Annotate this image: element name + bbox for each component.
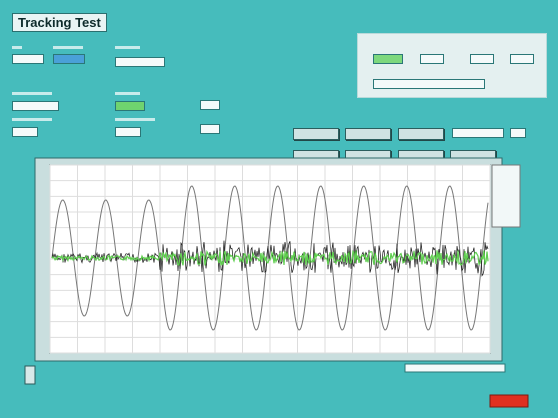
indicator — [373, 54, 403, 64]
legend — [491, 164, 521, 228]
numeric — [420, 54, 444, 64]
stop-button[interactable] — [489, 394, 529, 408]
window-title: Tracking Test — [12, 13, 107, 32]
label — [12, 92, 52, 95]
label — [115, 46, 140, 49]
trace — [51, 185, 489, 331]
trace — [51, 249, 489, 266]
graph-tool[interactable] — [24, 365, 36, 385]
label — [53, 46, 83, 49]
scrollbar[interactable] — [404, 363, 506, 373]
numeric[interactable] — [200, 124, 220, 134]
text-input[interactable] — [115, 57, 165, 67]
button[interactable] — [398, 128, 444, 140]
numeric[interactable] — [200, 100, 220, 110]
dropdown[interactable] — [452, 128, 504, 138]
label — [115, 92, 140, 95]
numeric — [510, 54, 534, 64]
numeric[interactable] — [12, 127, 38, 137]
numeric[interactable] — [510, 128, 526, 138]
numeric — [470, 54, 494, 64]
numeric[interactable] — [115, 127, 141, 137]
label — [12, 118, 52, 121]
status-panel — [357, 33, 547, 98]
control[interactable] — [53, 54, 85, 64]
progress-bar — [373, 79, 485, 89]
label — [115, 118, 155, 121]
dropdown[interactable] — [12, 101, 59, 111]
indicator — [115, 101, 145, 111]
button[interactable] — [293, 128, 339, 140]
label — [12, 46, 22, 49]
button[interactable] — [345, 128, 391, 140]
control[interactable] — [12, 54, 44, 64]
